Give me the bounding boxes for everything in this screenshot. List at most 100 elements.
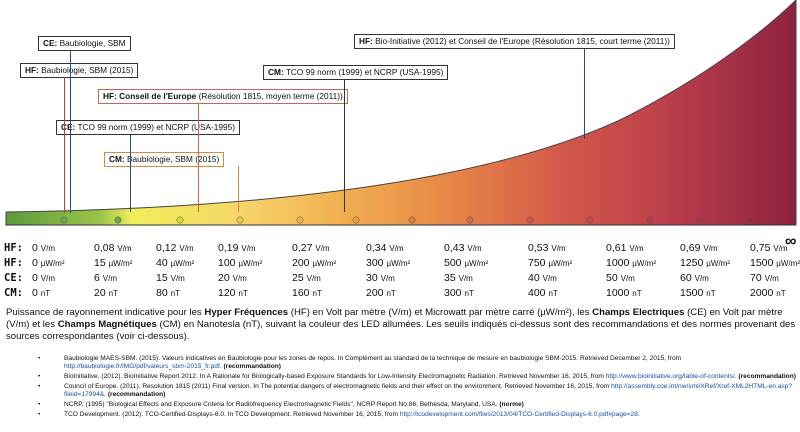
reference-item: BioInitiative. (2012). BioInitiative Rep… <box>38 373 798 382</box>
cell-value: 1250 <box>680 257 704 269</box>
row-label: CM: <box>4 287 23 299</box>
cell-unit: µW/m² <box>776 259 800 268</box>
cell-value: 35 <box>444 272 456 284</box>
connector-line <box>70 50 71 213</box>
cell-value: 0,08 <box>94 242 115 254</box>
led-indicator <box>60 216 68 224</box>
table-cell: 200 µW/m² <box>292 257 336 270</box>
table-cell: 0,53 V/m <box>528 242 566 255</box>
cell-value: 40 <box>528 272 540 284</box>
cell-unit: nT <box>386 289 396 298</box>
box-ce-baubiologie: CE: Baubiologie, SBM <box>38 36 131 51</box>
table-cell: 300 nT <box>444 287 474 300</box>
reference-item: Baubiologie MAES-SBM. (2015). Valeurs in… <box>38 355 798 372</box>
cell-unit: µW/m² <box>706 259 730 268</box>
cell-value: 0,61 <box>606 242 627 254</box>
cell-unit: V/m <box>542 274 557 283</box>
table-cell: 200 nT <box>366 287 396 300</box>
table-cell: 0 V/m <box>32 242 55 255</box>
cell-value: 0,75 <box>750 242 771 254</box>
led-indicator <box>408 216 416 224</box>
cell-unit: V/m <box>458 274 473 283</box>
table-cell: 300 µW/m² <box>366 257 410 270</box>
row-label: HF: <box>4 242 23 254</box>
reference-item: NCRP, (1995) "Biological Effects and Exp… <box>38 401 798 410</box>
cell-value: 100 <box>218 257 236 269</box>
table-cell: 60 V/m <box>680 272 709 285</box>
table-cell: 0,19 V/m <box>218 242 256 255</box>
cell-value: 40 <box>156 257 168 269</box>
cell-value: 1500 <box>680 287 704 299</box>
led-indicator <box>114 216 122 224</box>
table-row: HF: 0 µW/m² 15 µW/m² 40 µW/m² 100 µW/m² 200 µ… <box>4 257 800 270</box>
table-cell: 15 V/m <box>156 272 185 285</box>
cell-value: 0,34 <box>366 242 387 254</box>
table-row: HF: 0 V/m 0,08 V/m 0,12 V/m 0,19 V/m 0,27 V/m… <box>4 242 800 255</box>
reference-link[interactable]: http://www.bioinitiative.org/table-of-co… <box>605 373 737 381</box>
reference-link[interactable]: http://baubiologie.fr/IMG/pdf/valeurs_sb… <box>64 363 222 371</box>
cell-value: 0,12 <box>156 242 177 254</box>
table-cell: 0,08 V/m <box>94 242 132 255</box>
cell-unit: µW/m² <box>312 259 337 268</box>
cell-unit: µW/m² <box>632 259 656 268</box>
table-cell: 35 V/m <box>444 272 473 285</box>
cell-unit: V/m <box>170 274 185 283</box>
cell-unit: µW/m² <box>386 259 411 268</box>
reference-link[interactable]: http://tcodevelopment.com/files/2013/04/… <box>399 411 640 418</box>
table-cell: 20 nT <box>94 287 118 300</box>
table-cell: 0,61 V/m <box>606 242 644 255</box>
cell-value: 0,69 <box>680 242 701 254</box>
connector-line <box>238 166 239 212</box>
cell-value: 1000 <box>606 257 630 269</box>
led-indicator <box>296 216 304 224</box>
reference-text: Baubiologie MAES-SBM. (2015). Valeurs in… <box>64 355 682 362</box>
cell-unit: nT <box>548 289 558 298</box>
cell-unit: V/m <box>40 244 55 253</box>
gradient-area <box>5 0 797 226</box>
cell-value: 20 <box>94 287 106 299</box>
table-cell: 100 µW/m² <box>218 257 262 270</box>
cell-unit: V/m <box>773 244 788 253</box>
cell-value: 0 <box>32 272 38 284</box>
reference-text: TCO Development. (2012). TCO-Certified-D… <box>64 411 400 418</box>
table-cell: 30 V/m <box>366 272 395 285</box>
led-indicator <box>236 216 244 224</box>
table-cell: 6 V/m <box>94 272 117 285</box>
cell-unit: V/m <box>380 274 395 283</box>
reference-text: NCRP, (1995) "Biological Effects and Exp… <box>64 401 500 409</box>
cell-value: 0,19 <box>218 242 239 254</box>
gradient-curve <box>5 0 797 226</box>
table-cell: 70 V/m <box>750 272 779 285</box>
connector-line <box>64 77 65 213</box>
reference-tag: (recommandation) <box>107 391 166 399</box>
cell-value: 160 <box>292 287 310 299</box>
cell-value: 2000 <box>750 287 774 299</box>
table-cell: 1000 µW/m² <box>606 257 656 270</box>
table-cell: 1250 µW/m² <box>680 257 730 270</box>
table-cell: 2000 nT <box>750 287 786 300</box>
cell-value: 20 <box>218 272 230 284</box>
table-cell: 120 nT <box>218 287 248 300</box>
cell-unit: nT <box>312 289 322 298</box>
box-ce-tco: CE: TCO 99 norm (1999) et NCRP (USA-1995… <box>56 120 240 135</box>
reference-link[interactable]: http://assembly.coe.int/nw/xml/XRef/Xref… <box>64 383 793 399</box>
reference-tag: (recommandation) <box>738 373 796 381</box>
cell-unit: µW/m² <box>170 259 195 268</box>
cell-value: 750 <box>528 257 546 269</box>
box-hf-bioinitiative: HF: Bio-Initiative (2012) et Conseil de … <box>354 34 675 49</box>
cell-unit: µW/m² <box>108 259 133 268</box>
cell-value: 80 <box>156 287 168 299</box>
reference-item: TCO Development. (2012). TCO-Certified-D… <box>38 411 798 420</box>
cell-unit: nT <box>776 289 786 298</box>
references-list: Baubiologie MAES-SBM. (2015). Valeurs in… <box>38 355 798 421</box>
box-hf-baubiologie: HF: Baubiologie, SBM (2015) <box>20 63 139 78</box>
led-indicator <box>352 216 360 224</box>
table-cell: 0,34 V/m <box>366 242 404 255</box>
cell-value: 0,43 <box>444 242 465 254</box>
led-indicator <box>526 216 534 224</box>
table-cell: 1500 µW/m² <box>750 257 800 270</box>
cell-value: 50 <box>606 272 618 284</box>
cell-unit: V/m <box>117 244 132 253</box>
table-cell: 40 V/m <box>528 272 557 285</box>
cell-unit: nT <box>108 289 118 298</box>
